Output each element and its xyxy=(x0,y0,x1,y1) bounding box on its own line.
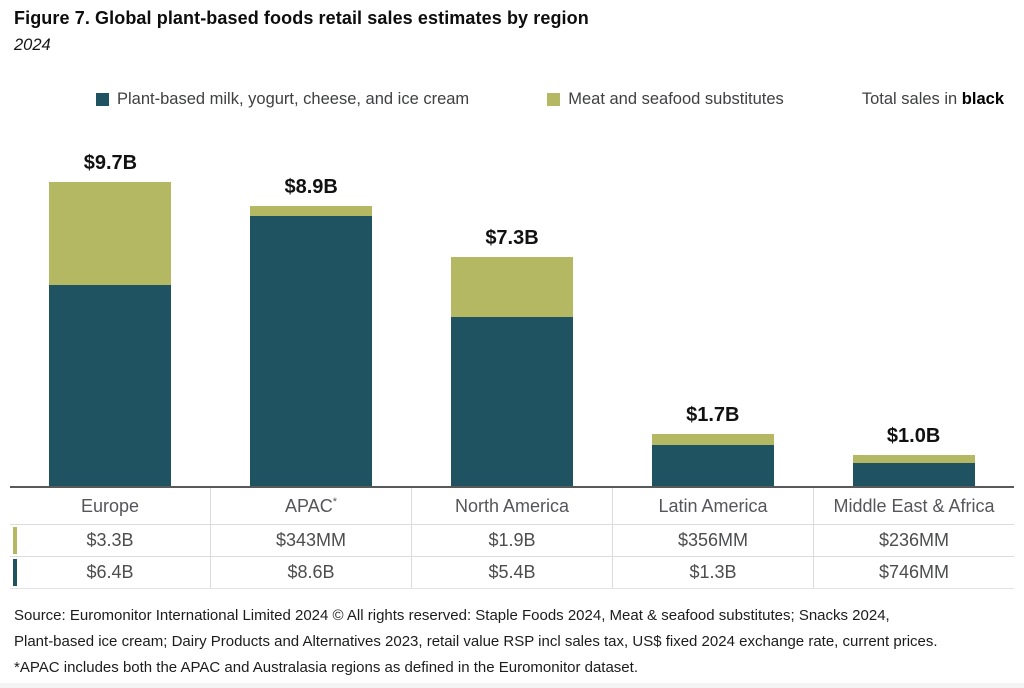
legend-swatch-meat-icon xyxy=(547,92,561,106)
source-line-3: *APAC includes both the APAC and Austral… xyxy=(14,659,638,676)
bar-segment-dairy-alternatives xyxy=(651,445,774,486)
table-region-header-row: Europe APAC* North America Latin America Mid… xyxy=(10,488,1014,524)
data-table: Europe APAC* North America Latin America Mid… xyxy=(10,488,1014,589)
source-note: Source: Euromonitor International Limite… xyxy=(14,603,1014,681)
legend: Plant-based milk, yogurt, cheese, and ic… xyxy=(96,88,1004,110)
legend-note-total-sales: Total sales in black xyxy=(862,90,1004,109)
bar-3: $1.7B xyxy=(651,404,774,486)
region-label: Latin America xyxy=(613,488,814,524)
bar-chart: $9.7B $8.9B $7.3B $1.7B $1.0B xyxy=(10,140,1014,488)
row-swatch-meat-icon xyxy=(13,527,17,554)
legend-item-dairy-alternatives: Plant-based milk, yogurt, cheese, and ic… xyxy=(96,90,469,109)
table-cell-meat-value: $343MM xyxy=(211,525,412,556)
bar-1: $8.9B xyxy=(250,176,373,486)
table-cell-dairy-value: $746MM xyxy=(878,562,950,582)
row-swatch-dairy-icon xyxy=(13,559,17,586)
bar-2: $7.3B xyxy=(451,227,573,486)
bar-segment-dairy-alternatives xyxy=(451,316,573,486)
bar-segment-meat-substitutes xyxy=(49,182,172,286)
table-cell-dairy-value: $6.4B xyxy=(10,557,211,588)
bar-segment-dairy-alternatives xyxy=(250,216,373,486)
bar-segment-meat-substitutes xyxy=(651,434,774,446)
figure-subtitle-year: 2024 xyxy=(14,36,51,54)
region-label: Europe xyxy=(10,488,211,524)
table-cell-meat-value: $3.3B xyxy=(10,525,211,556)
bar-total-label: $1.0B xyxy=(886,425,941,448)
table-cell-dairy-value: $1.3B xyxy=(613,557,814,588)
source-line-2: Plant-based ice cream; Dairy Products an… xyxy=(14,633,938,650)
legend-label-dairy: Plant-based milk, yogurt, cheese, and ic… xyxy=(117,89,470,108)
region-label: Middle East & Africa xyxy=(833,496,995,516)
bar-segment-dairy-alternatives xyxy=(852,462,975,486)
legend-note-prefix: Total sales in xyxy=(861,89,962,108)
bar-segment-dairy-alternatives xyxy=(49,285,172,486)
legend-swatch-dairy-icon xyxy=(96,92,109,106)
legend-item-meat-substitutes: Meat and seafood substitutes xyxy=(547,90,784,109)
footnote-asterisk: * xyxy=(332,496,337,508)
bar-segment-meat-substitutes xyxy=(852,455,975,463)
page-bottom-edge xyxy=(0,683,1024,688)
bar-total-label: $9.7B xyxy=(83,152,138,174)
source-line-1: Source: Euromonitor International Limite… xyxy=(14,607,890,624)
table-cell-meat-value: $236MM xyxy=(878,530,950,550)
legend-label-meat: Meat and seafood substitutes xyxy=(568,89,784,108)
table-row-meat-substitutes: $3.3B $343MM $1.9B $356MM $236MM xyxy=(10,524,1014,556)
region-label: APAC* xyxy=(211,488,412,524)
bar-0: $9.7B xyxy=(49,152,172,486)
table-cell-meat-value: $1.9B xyxy=(412,525,613,556)
bar-4: $1.0B xyxy=(852,425,975,486)
table-row-dairy-alternatives: $6.4B $8.6B $5.4B $1.3B $746MM xyxy=(10,556,1014,589)
bar-total-label: $7.3B xyxy=(485,227,539,250)
bar-segment-meat-substitutes xyxy=(451,257,573,317)
table-cell-dairy-value: $5.4B xyxy=(412,557,613,588)
bar-total-label: $1.7B xyxy=(686,404,740,427)
table-cell-meat-value: $356MM xyxy=(613,525,814,556)
bar-segment-meat-substitutes xyxy=(250,205,373,217)
figure-title: Figure 7. Global plant-based foods retai… xyxy=(14,8,589,28)
region-label: North America xyxy=(412,488,613,524)
legend-note-bold: black xyxy=(961,89,1004,108)
bar-total-label: $8.9B xyxy=(284,175,338,198)
table-cell-dairy-value: $8.6B xyxy=(211,557,412,588)
